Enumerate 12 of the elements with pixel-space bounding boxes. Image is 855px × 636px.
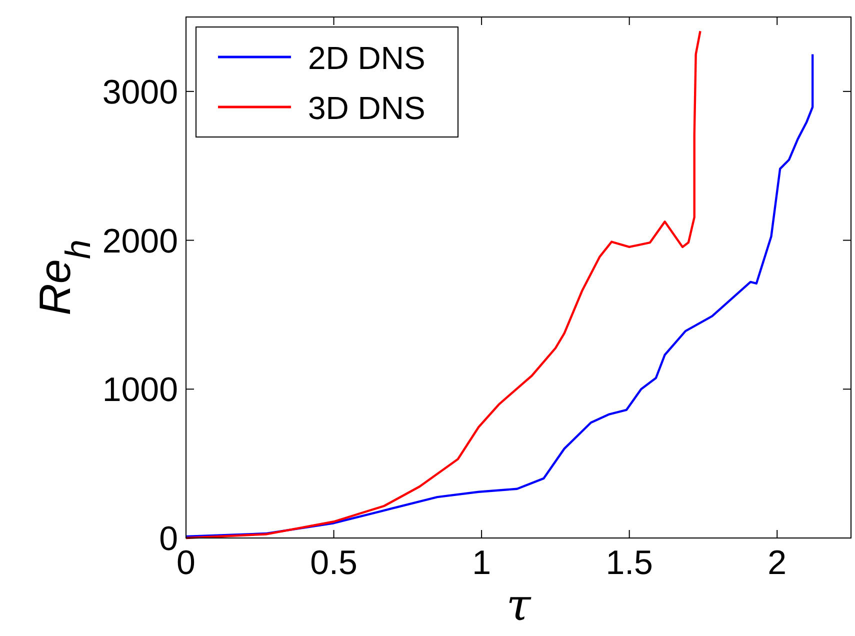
y-tick-label: 2000 — [102, 222, 178, 260]
x-tick-label: 1 — [472, 544, 492, 582]
legend-label: 2D DNS — [308, 40, 426, 76]
legend-label: 3D DNS — [308, 90, 426, 126]
y-tick-label: 3000 — [102, 73, 178, 112]
line-series — [184, 30, 702, 540]
y-tick-label: 1000 — [102, 371, 178, 410]
x-tick-label: 0.5 — [310, 544, 358, 582]
x-axis-title: τ — [506, 580, 532, 631]
x-tick-label: 1.5 — [606, 544, 653, 582]
y-tick-label: 0 — [159, 520, 178, 558]
x-tick-label: 2 — [768, 544, 787, 582]
